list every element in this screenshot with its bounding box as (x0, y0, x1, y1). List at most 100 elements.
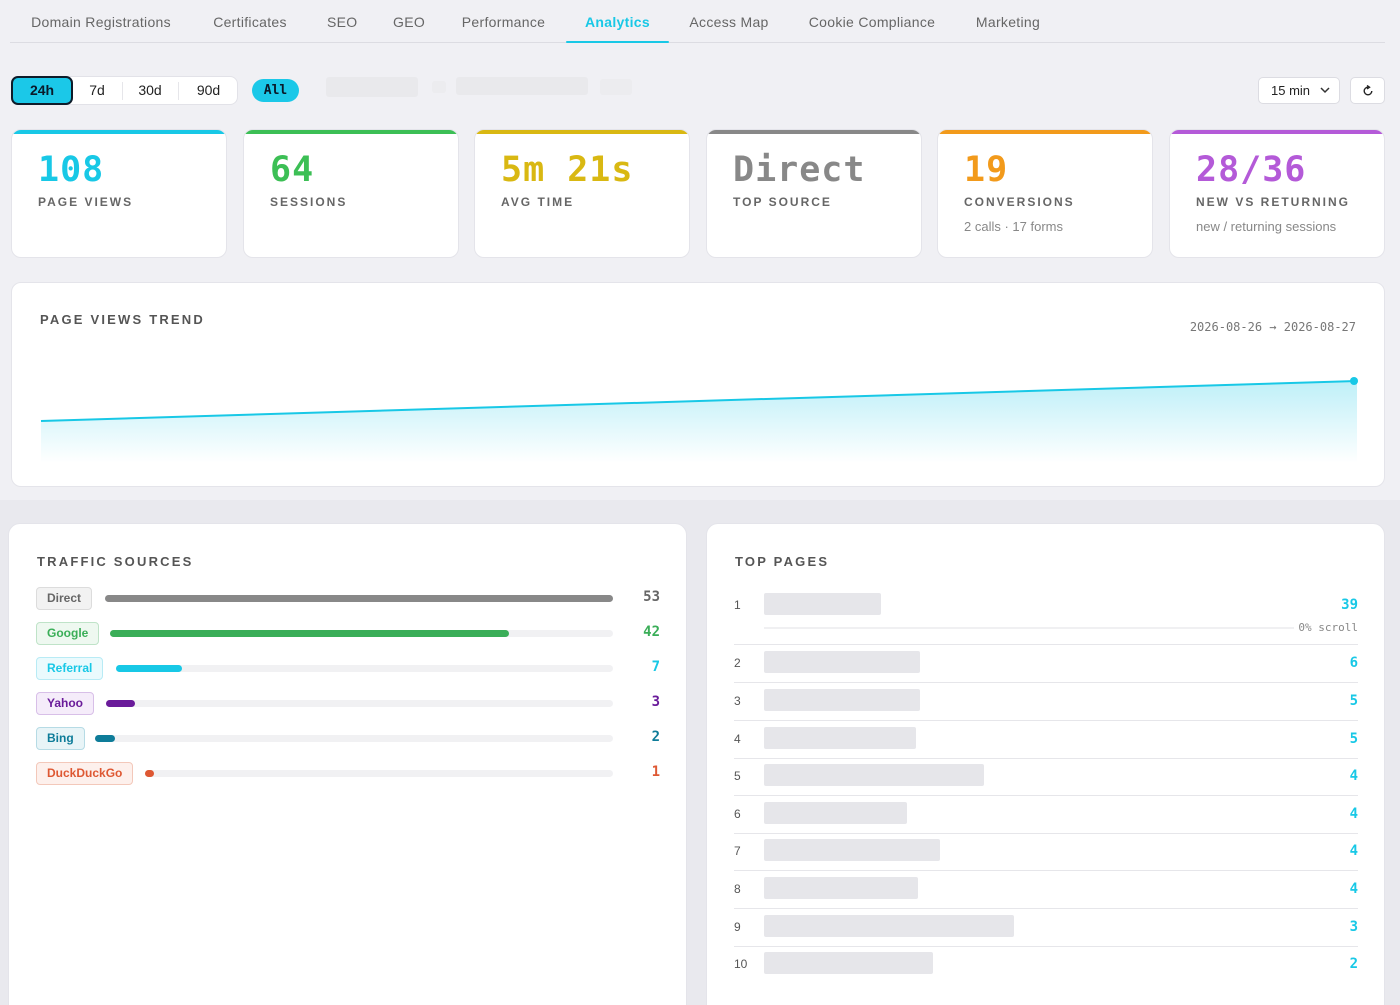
trend-area (41, 381, 1357, 463)
divider (178, 82, 179, 100)
traffic-source-badge: Yahoo (36, 692, 95, 715)
redacted-page-path (764, 764, 984, 786)
interval-select-value: 15 min (1271, 83, 1311, 98)
stat-label: PAGE VIEWS (38, 195, 134, 209)
top-page-count: 5 (1349, 731, 1358, 747)
divider (734, 946, 1358, 947)
divider (734, 908, 1358, 909)
range-30d-button[interactable]: 30d (138, 82, 162, 98)
traffic-source-count: 42 (643, 624, 660, 640)
stat-accent-bar (1170, 130, 1384, 134)
stat-subtext: 2 calls · 17 forms (964, 219, 1063, 234)
top-page-rank: 2 (734, 656, 741, 670)
traffic-source-row: Bing 2 (36, 727, 660, 751)
redacted-page-path (764, 651, 920, 673)
top-page-row[interactable]: 1 39 (734, 593, 1358, 617)
redacted-page-path (764, 952, 933, 974)
traffic-source-row: Referral 7 (36, 657, 660, 681)
traffic-source-count: 53 (643, 589, 660, 605)
tab-marketing[interactable]: Marketing (975, 14, 1041, 30)
top-page-rank: 5 (734, 769, 741, 783)
tab-access-map[interactable]: Access Map (689, 14, 769, 30)
redacted-page-path (764, 839, 940, 861)
top-page-rank: 10 (734, 957, 748, 971)
top-page-row[interactable]: 10 2 (734, 952, 1358, 976)
range-7d-button[interactable]: 7d (89, 82, 105, 98)
top-pages-title: TOP PAGES (735, 554, 830, 569)
divider (122, 82, 123, 100)
scroll-depth-track (764, 627, 1294, 629)
redacted-filter (432, 81, 446, 93)
stat-accent-bar (12, 130, 226, 134)
refresh-button[interactable] (1350, 77, 1385, 104)
traffic-source-count: 3 (651, 694, 660, 710)
interval-select[interactable]: 15 min (1258, 77, 1340, 104)
top-page-rank: 4 (734, 732, 741, 746)
top-page-count: 4 (1349, 881, 1358, 897)
tab-cookie-compliance[interactable]: Cookie Compliance (808, 14, 936, 30)
traffic-source-row: Direct 53 (36, 587, 660, 611)
traffic-source-badge: Referral (36, 657, 104, 680)
page-views-trend-card: PAGE VIEWS TREND 2026-08-26 → 2026-08-27 (11, 282, 1385, 487)
divider (734, 720, 1358, 721)
traffic-source-bar (106, 700, 135, 707)
tab-analytics[interactable]: Analytics (566, 0, 669, 43)
filter-all-pill[interactable]: All (252, 79, 299, 102)
redacted-filter (326, 77, 418, 97)
redacted-filter (600, 79, 632, 95)
stat-subtext: new / returning sessions (1196, 219, 1337, 234)
traffic-source-track (116, 665, 613, 672)
divider (734, 682, 1358, 683)
tab-domain-registrations[interactable]: Domain Registrations (31, 14, 171, 30)
tab-geo[interactable]: GEO (393, 14, 426, 30)
tab-performance[interactable]: Performance (461, 14, 546, 30)
top-page-rank: 6 (734, 807, 741, 821)
top-page-count: 3 (1349, 919, 1358, 935)
traffic-source-track (105, 595, 613, 602)
divider (734, 758, 1358, 759)
traffic-source-count: 7 (651, 659, 660, 675)
stat-label: AVG TIME (501, 195, 575, 209)
stat-accent-bar (244, 130, 458, 134)
traffic-source-row: Yahoo 3 (36, 692, 660, 716)
stat-accent-bar (938, 130, 1152, 134)
redacted-page-path (764, 915, 1014, 937)
range-24h-button[interactable]: 24h (11, 76, 73, 105)
traffic-source-badge: DuckDuckGo (36, 762, 134, 785)
tab-certificates[interactable]: Certificates (213, 14, 287, 30)
stat-value: Direct (733, 150, 866, 190)
divider (734, 644, 1358, 645)
top-page-count: 6 (1349, 655, 1358, 671)
stat-value: 64 (270, 150, 315, 190)
stat-label: SESSIONS (270, 195, 348, 209)
top-page-rank: 3 (734, 694, 741, 708)
range-90d-button[interactable]: 90d (196, 82, 221, 98)
stat-card-new-vs-returning: 28/36 NEW VS RETURNING new / returning s… (1169, 129, 1385, 258)
divider (734, 833, 1358, 834)
stat-value: 19 (964, 150, 1009, 190)
top-page-count: 2 (1349, 956, 1358, 972)
redacted-filter (456, 77, 588, 95)
traffic-source-badge: Google (36, 622, 100, 645)
tab-seo[interactable]: SEO (327, 14, 358, 30)
traffic-source-bar (95, 735, 115, 742)
traffic-source-bar (105, 595, 613, 602)
traffic-source-bar (145, 770, 154, 777)
traffic-source-bar (116, 665, 182, 672)
tab-bar: Domain Registrations Certificates SEO GE… (10, 0, 1385, 43)
redacted-page-path (764, 877, 918, 899)
stat-value: 28/36 (1196, 150, 1307, 190)
trend-chart (40, 377, 1358, 463)
scroll-depth-label: 0% scroll (1298, 621, 1358, 634)
trend-title: PAGE VIEWS TREND (40, 312, 205, 327)
redacted-page-path (764, 593, 881, 615)
divider (734, 870, 1358, 871)
